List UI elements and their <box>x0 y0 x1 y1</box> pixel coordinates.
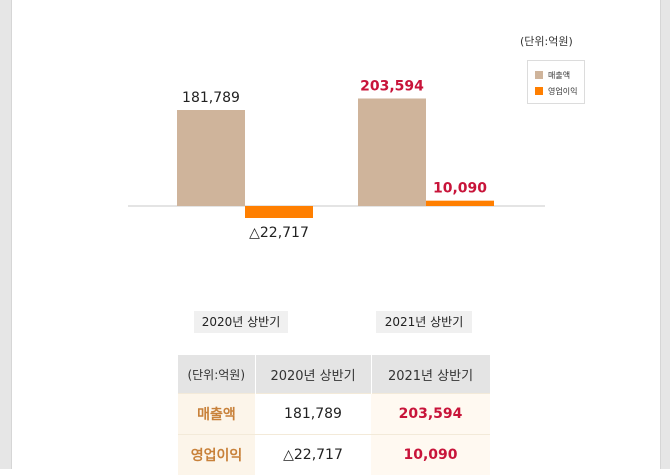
bar-sales-2020 <box>177 110 245 206</box>
legend-label-sales: 매출액 <box>548 70 570 81</box>
data-label-sales-2020: 181,789 <box>182 90 240 106</box>
legend-swatch-sales <box>535 71 543 79</box>
table-header-unit: (단위:억원) <box>178 355 255 394</box>
bar-operating-profit-2020 <box>245 206 313 218</box>
table-header-2020: 2020년 상반기 <box>255 355 371 394</box>
bar-operating-profit-2021 <box>426 201 494 206</box>
table-cell-sales-2020: 181,789 <box>255 394 371 435</box>
bar-chart: 181,789 △22,717 203,594 10,090 <box>0 0 670 340</box>
table-header-row: (단위:억원) 2020년 상반기 2021년 상반기 <box>178 355 490 394</box>
chart-legend: 매출액 영업이익 <box>527 60 585 104</box>
chart-unit-label: (단위:억원) <box>520 33 573 49</box>
legend-label-operating-profit: 영업이익 <box>548 86 577 97</box>
table-header-2021: 2021년 상반기 <box>371 355 490 394</box>
legend-swatch-operating-profit <box>535 87 543 95</box>
summary-table: (단위:억원) 2020년 상반기 2021년 상반기 매출액 181,789 … <box>178 355 490 475</box>
table-row: 매출액 181,789 203,594 <box>178 394 490 435</box>
data-label-operating-profit-2020: △22,717 <box>249 225 309 241</box>
bar-sales-2021 <box>358 98 426 206</box>
category-label-2021: 2021년 상반기 <box>376 311 472 333</box>
table-row-label-sales: 매출액 <box>178 394 255 435</box>
table-cell-sales-2021: 203,594 <box>371 394 490 435</box>
data-label-operating-profit-2021: 10,090 <box>433 181 487 197</box>
legend-item-sales: 매출액 <box>535 67 584 83</box>
legend-item-operating-profit: 영업이익 <box>535 83 584 99</box>
data-label-sales-2021: 203,594 <box>360 78 424 94</box>
category-label-2020: 2020년 상반기 <box>194 311 288 333</box>
